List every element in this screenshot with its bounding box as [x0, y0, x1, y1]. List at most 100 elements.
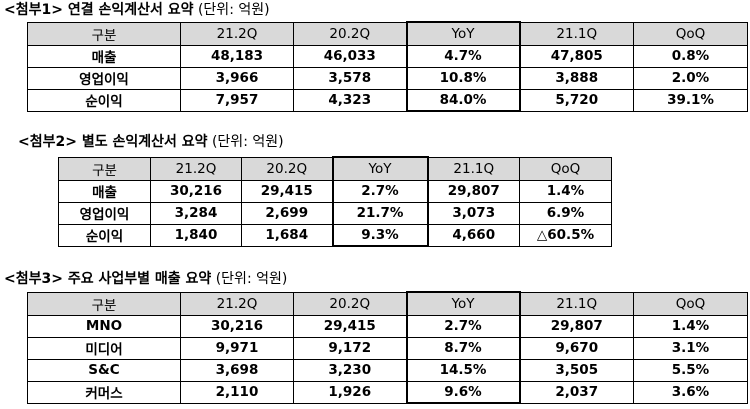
cell-qoq: 0.8%: [633, 44, 748, 68]
table-row: 매출 30,216 29,415 2.7% 29,807 1.4%: [58, 179, 612, 203]
cell-value: 30,216: [180, 314, 294, 338]
table-2-title: <첨부2> 별도 손익계산서 요약: [18, 134, 208, 150]
header-qoq: QoQ: [633, 291, 748, 316]
cell-value: 3,698: [180, 358, 294, 382]
cell-value: 48,183: [180, 44, 294, 68]
table-3-caption: <첨부3> 주요 사업부별 매출 요약 (단위: 억원): [4, 270, 287, 288]
header-category: 구분: [27, 21, 181, 46]
table-1-unit: (단위: 억원): [197, 2, 270, 18]
table-3-unit: (단위: 억원): [215, 271, 288, 287]
cell-yoy: 4.7%: [405, 44, 521, 68]
cell-yoy: 2.7%: [405, 314, 521, 338]
cell-value: 3,966: [180, 66, 294, 90]
business-segment-revenue-table: 구분 21.2Q 20.2Q YoY 21.1Q QoQ MNO 30,216 …: [27, 291, 748, 404]
table-row: 미디어 9,971 9,172 8.7% 9,670 3.1%: [27, 336, 748, 360]
cell-value: 9,971: [180, 336, 294, 360]
cell-qoq: 2.0%: [633, 66, 748, 90]
table-2-caption: <첨부2> 별도 손익계산서 요약 (단위: 억원): [18, 133, 284, 151]
cell-value: 1,926: [293, 380, 407, 404]
cell-value: 3,230: [293, 358, 407, 382]
cell-value: 9,670: [519, 336, 634, 360]
cell-qoq: 5.5%: [633, 358, 748, 382]
header-21-1q: 21.1Q: [519, 21, 634, 46]
header-21-2q: 21.2Q: [180, 291, 294, 316]
row-label: 커머스: [27, 380, 181, 404]
table-1-caption: <첨부1> 연결 손익계산서 요약 (단위: 억원): [4, 1, 270, 19]
table-row: 순이익 1,840 1,684 9.3% 4,660 △60.5%: [58, 223, 612, 247]
cell-value: 29,807: [427, 179, 520, 203]
cell-value: 1,840: [150, 223, 242, 247]
cell-value: 47,805: [519, 44, 634, 68]
table-header-row: 구분 21.2Q 20.2Q YoY 21.1Q QoQ: [27, 291, 748, 316]
cell-yoy: 10.8%: [405, 66, 521, 90]
table-2-unit: (단위: 억원): [211, 134, 284, 150]
cell-value: 2,037: [519, 380, 634, 404]
cell-value: 3,888: [519, 66, 634, 90]
cell-qoq: 39.1%: [633, 88, 748, 112]
cell-yoy: 14.5%: [405, 358, 521, 382]
cell-qoq: 1.4%: [633, 314, 748, 338]
row-label: 미디어: [27, 336, 181, 360]
cell-value: 3,505: [519, 358, 634, 382]
header-yoy: YoY: [405, 21, 521, 46]
row-label: 영업이익: [58, 201, 151, 225]
cell-yoy: 21.7%: [331, 201, 429, 225]
header-20-2q: 20.2Q: [293, 21, 407, 46]
table-3-title: <첨부3> 주요 사업부별 매출 요약: [4, 271, 212, 287]
row-label: MNO: [27, 314, 181, 338]
row-label: 순이익: [58, 223, 151, 247]
cell-qoq: 3.6%: [633, 380, 748, 404]
cell-value: 46,033: [293, 44, 407, 68]
cell-value: 30,216: [150, 179, 242, 203]
cell-value: 3,578: [293, 66, 407, 90]
header-21-2q: 21.2Q: [150, 156, 242, 181]
row-label: 매출: [58, 179, 151, 203]
cell-yoy: 9.6%: [405, 380, 521, 404]
cell-value: 7,957: [180, 88, 294, 112]
cell-qoq: △60.5%: [519, 223, 612, 247]
header-qoq: QoQ: [633, 21, 748, 46]
cell-value: 4,660: [427, 223, 520, 247]
consolidated-income-table: 구분 21.2Q 20.2Q YoY 21.1Q QoQ 매출 48,183 4…: [27, 21, 748, 112]
cell-value: 29,415: [241, 179, 333, 203]
cell-value: 5,720: [519, 88, 634, 112]
table-row: 순이익 7,957 4,323 84.0% 5,720 39.1%: [27, 88, 748, 112]
cell-qoq: 6.9%: [519, 201, 612, 225]
row-label: 매출: [27, 44, 181, 68]
row-label: 영업이익: [27, 66, 181, 90]
header-yoy: YoY: [331, 156, 429, 181]
cell-value: 4,323: [293, 88, 407, 112]
table-row: 커머스 2,110 1,926 9.6% 2,037 3.6%: [27, 380, 748, 404]
table-row: S&C 3,698 3,230 14.5% 3,505 5.5%: [27, 358, 748, 382]
header-category: 구분: [27, 291, 181, 316]
header-21-2q: 21.2Q: [180, 21, 294, 46]
header-category: 구분: [58, 156, 151, 181]
cell-yoy: 84.0%: [405, 88, 521, 112]
cell-qoq: 1.4%: [519, 179, 612, 203]
cell-value: 2,110: [180, 380, 294, 404]
cell-value: 1,684: [241, 223, 333, 247]
cell-value: 9,172: [293, 336, 407, 360]
table-row: 매출 48,183 46,033 4.7% 47,805 0.8%: [27, 44, 748, 68]
cell-value: 3,073: [427, 201, 520, 225]
header-qoq: QoQ: [519, 156, 612, 181]
header-21-1q: 21.1Q: [519, 291, 634, 316]
row-label: S&C: [27, 358, 181, 382]
cell-yoy: 2.7%: [331, 179, 429, 203]
table-row: 영업이익 3,284 2,699 21.7% 3,073 6.9%: [58, 201, 612, 225]
cell-value: 3,284: [150, 201, 242, 225]
table-header-row: 구분 21.2Q 20.2Q YoY 21.1Q QoQ: [58, 156, 612, 181]
cell-value: 29,415: [293, 314, 407, 338]
header-20-2q: 20.2Q: [293, 291, 407, 316]
row-label: 순이익: [27, 88, 181, 112]
table-1-title: <첨부1> 연결 손익계산서 요약: [4, 2, 194, 18]
cell-yoy: 8.7%: [405, 336, 521, 360]
header-20-2q: 20.2Q: [241, 156, 333, 181]
table-row: 영업이익 3,966 3,578 10.8% 3,888 2.0%: [27, 66, 748, 90]
header-yoy: YoY: [405, 291, 521, 316]
table-row: MNO 30,216 29,415 2.7% 29,807 1.4%: [27, 314, 748, 338]
cell-value: 2,699: [241, 201, 333, 225]
cell-qoq: 3.1%: [633, 336, 748, 360]
cell-yoy: 9.3%: [331, 223, 429, 247]
table-header-row: 구분 21.2Q 20.2Q YoY 21.1Q QoQ: [27, 21, 748, 46]
